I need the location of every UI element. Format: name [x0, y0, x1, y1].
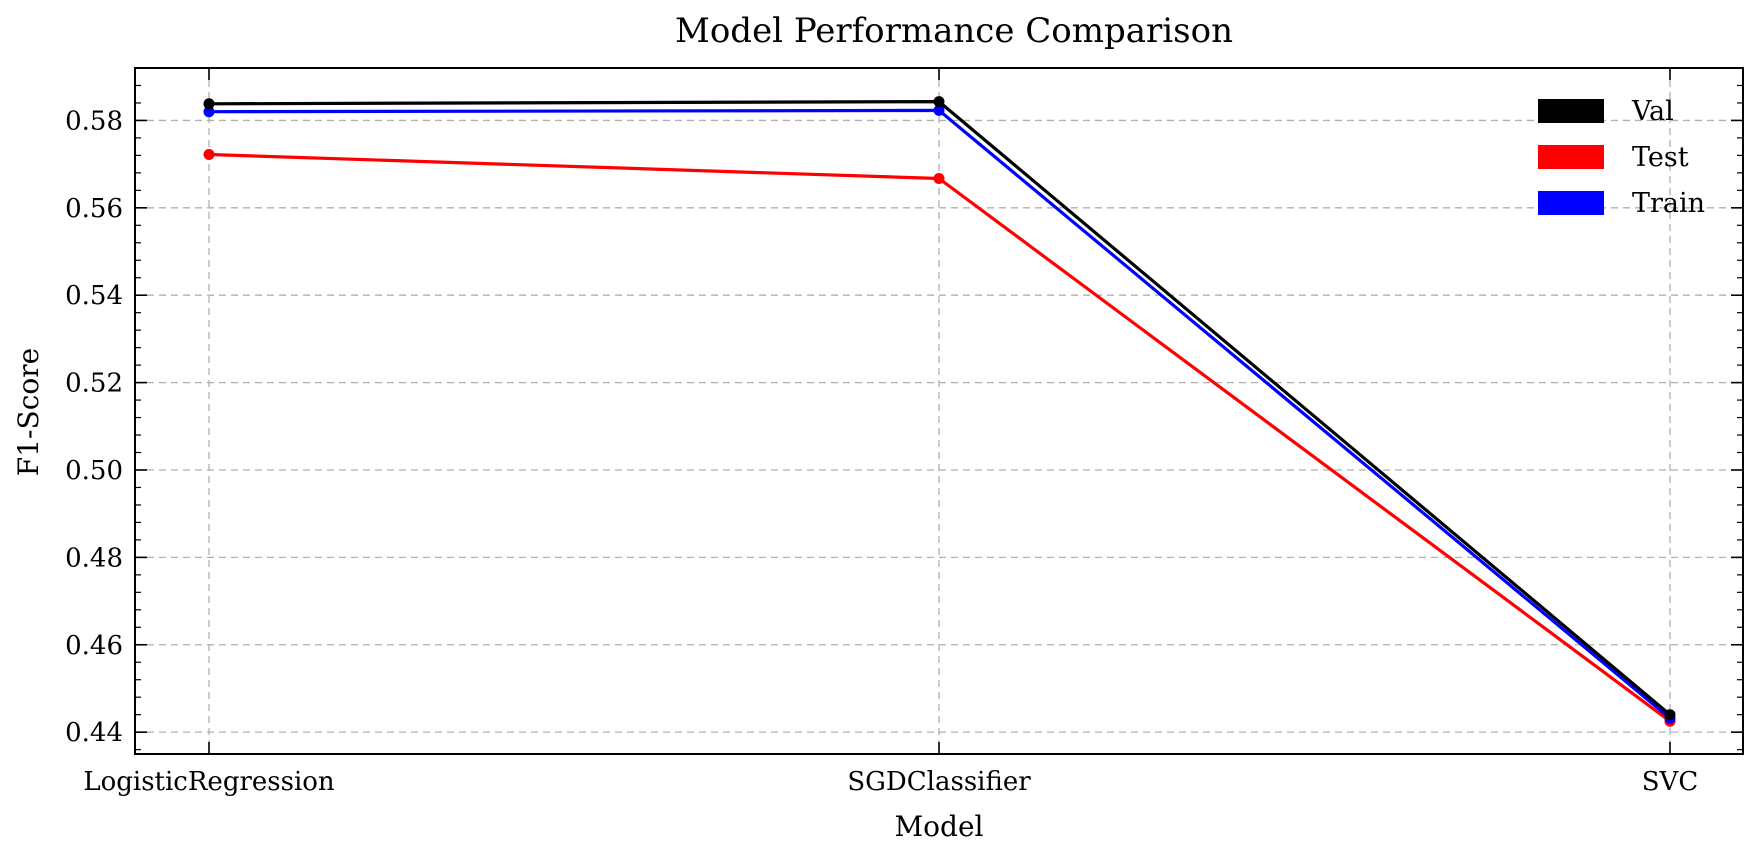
data-point: [933, 104, 945, 116]
legend-label: Test: [1632, 142, 1689, 173]
series-lines: [203, 96, 1676, 727]
y-tick-label: 0.48: [65, 543, 123, 573]
y-tick-label: 0.58: [65, 106, 123, 136]
data-point: [203, 98, 215, 110]
legend-label: Train: [1632, 188, 1705, 219]
legend-item-val: Val: [1538, 96, 1674, 127]
chart-title: Model Performance Comparison: [675, 11, 1233, 51]
y-tick-labels: 0.44 0.46 0.48 0.50 0.52 0.54 0.56 0.58: [65, 106, 123, 748]
legend-swatch: [1538, 191, 1604, 215]
plot-frame: [134, 67, 1744, 755]
y-axis-label: F1-Score: [12, 348, 45, 476]
x-tick-label: LogisticRegression: [83, 767, 335, 797]
y-tick-label: 0.56: [65, 194, 123, 224]
x-tick-label: SGDClassifier: [847, 767, 1031, 797]
y-tick-label: 0.50: [65, 456, 123, 486]
x-tick-labels: LogisticRegression SGDClassifier SVC: [83, 767, 1698, 797]
legend-swatch: [1538, 145, 1604, 169]
series-train: [203, 104, 1676, 724]
legend-item-train: Train: [1538, 188, 1705, 219]
data-point: [1664, 709, 1676, 721]
data-point: [203, 149, 215, 160]
y-tick-label: 0.54: [65, 281, 123, 311]
legend-swatch: [1538, 99, 1604, 123]
legend-label: Val: [1631, 96, 1674, 127]
legend-item-test: Test: [1538, 142, 1689, 173]
data-point: [203, 106, 215, 118]
data-point: [933, 96, 945, 108]
series-test: [203, 149, 1676, 727]
y-tick-label: 0.46: [65, 631, 123, 661]
y-tick-label: 0.52: [65, 369, 123, 399]
x-tick-label: SVC: [1642, 767, 1698, 797]
gridlines: [135, 68, 1743, 754]
y-tick-label: 0.44: [65, 718, 123, 748]
data-point: [933, 173, 945, 184]
legend: Val Test Train: [1538, 96, 1705, 219]
series-val: [203, 96, 1676, 721]
x-axis-label: Model: [895, 810, 984, 843]
